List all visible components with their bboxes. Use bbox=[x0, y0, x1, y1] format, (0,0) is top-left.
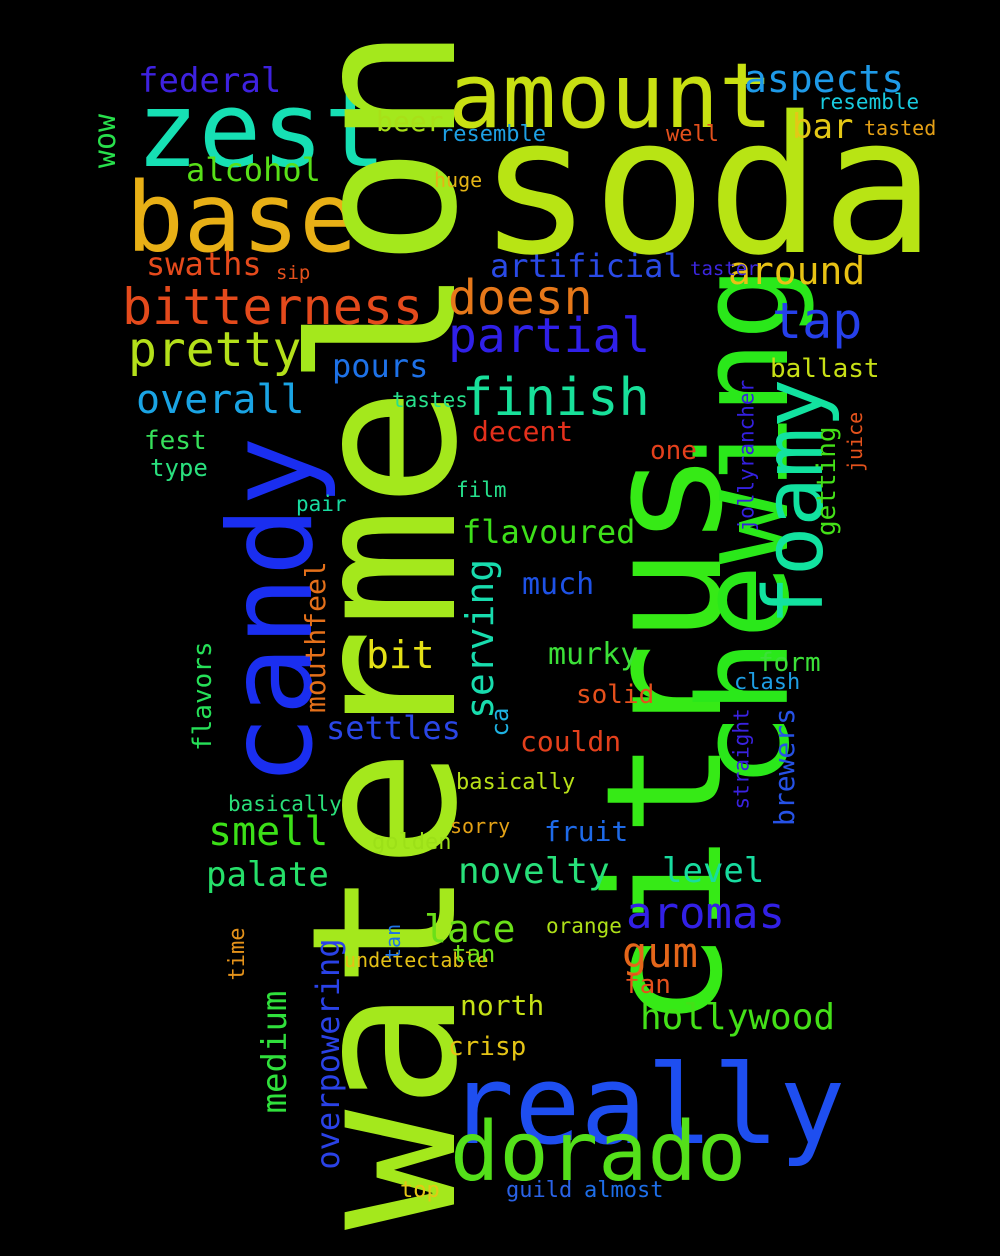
word-wow-main: wow bbox=[88, 113, 123, 169]
word-aromas: level bbox=[662, 851, 765, 891]
word-one: one bbox=[650, 436, 697, 466]
word-bar: bar bbox=[792, 107, 854, 147]
word-resemble: resemble bbox=[818, 90, 920, 114]
word-type: type bbox=[150, 454, 208, 482]
word-disappointing: almost bbox=[584, 1178, 664, 1203]
word-ballast: ballast bbox=[770, 354, 880, 384]
word-dorado: dorado bbox=[450, 1105, 747, 1200]
word-brewers-label: brewers bbox=[768, 708, 801, 827]
word-solid: solid bbox=[576, 680, 655, 710]
word-pair: pair bbox=[296, 492, 347, 516]
word-alcohol: alcohol bbox=[186, 151, 321, 189]
word-sorry: smell bbox=[208, 809, 329, 855]
word-beer: beer bbox=[376, 105, 444, 138]
word-flavoured: flavoured bbox=[462, 513, 636, 551]
word-undetectable: overpowering bbox=[309, 938, 347, 1170]
word-tasted: well bbox=[666, 122, 719, 147]
word-mouthfeel: mouthfeel bbox=[299, 561, 332, 713]
word-murky: murky bbox=[548, 637, 639, 672]
word-artificial: artificial bbox=[490, 247, 683, 285]
word-sip: huge bbox=[434, 168, 483, 192]
word-film: film bbox=[456, 478, 507, 502]
word-really: really bbox=[448, 1041, 846, 1169]
word-novelty: palate bbox=[206, 855, 329, 895]
word-palate: golden bbox=[372, 830, 452, 855]
word-swaths: swaths bbox=[146, 245, 262, 283]
word-drink: guild bbox=[506, 1178, 573, 1203]
word-federal: federal bbox=[138, 61, 282, 101]
word-base: base bbox=[126, 162, 358, 274]
word-doesn: doesn bbox=[448, 270, 593, 326]
word-crisp: hollywood bbox=[640, 997, 836, 1038]
word-finish: finish bbox=[462, 368, 650, 428]
word-clash: clash bbox=[734, 670, 801, 695]
word-amount: amount bbox=[448, 44, 774, 149]
word-basically: basically bbox=[228, 792, 342, 816]
word-huge: tasted bbox=[864, 116, 937, 140]
word-medium: time bbox=[225, 927, 250, 981]
word-tan-vertical-label: tan bbox=[381, 923, 405, 960]
word-bit: bit bbox=[366, 633, 435, 677]
word-level: novelty bbox=[458, 851, 610, 892]
word-settles: settles bbox=[326, 709, 461, 747]
word-bitterness: bitterness bbox=[122, 278, 424, 336]
word-time: orange bbox=[546, 914, 622, 938]
word-serving: serving bbox=[458, 558, 502, 719]
word-taster: sip bbox=[276, 262, 311, 284]
word-aspects: aspects bbox=[744, 57, 905, 101]
word-overall: overall bbox=[136, 377, 305, 423]
word-north: fan bbox=[624, 970, 671, 1000]
word-tap: tap bbox=[772, 292, 863, 350]
word-fruit: sorry bbox=[450, 814, 511, 838]
word-gum: lace bbox=[424, 907, 516, 951]
word-fest: fest bbox=[144, 426, 207, 456]
word-well: resemble bbox=[440, 122, 546, 147]
word-pretty: pretty bbox=[128, 322, 302, 378]
word-jollyrancher: jollyrancher bbox=[734, 379, 759, 532]
word-top: north bbox=[460, 989, 545, 1022]
word-fan: undetectable bbox=[344, 948, 489, 972]
word-partial: partial bbox=[448, 308, 651, 364]
word-around: around bbox=[728, 249, 866, 293]
word-golden: fruit bbox=[544, 815, 629, 848]
word-much: much bbox=[522, 567, 595, 602]
word-straight: straight bbox=[729, 708, 754, 810]
word-sd: taster bbox=[690, 258, 759, 280]
word-juice: juice bbox=[843, 411, 867, 472]
word-couldn: couldn bbox=[520, 725, 622, 758]
word-orange: gum bbox=[622, 928, 698, 977]
word-overpowering: medium bbox=[255, 990, 295, 1114]
word-ca: ca bbox=[486, 707, 514, 737]
word-hollywood: tan bbox=[452, 940, 496, 968]
word-form: form bbox=[758, 648, 821, 678]
word-guild: crisp bbox=[448, 1032, 527, 1062]
word-lace: aromas bbox=[626, 888, 785, 939]
word-decent: decent bbox=[472, 415, 574, 448]
word-zest: zest bbox=[136, 69, 387, 191]
word-tastes: tastes bbox=[392, 388, 468, 412]
word-flavors: flavors bbox=[188, 641, 218, 751]
word-getting: getting bbox=[812, 426, 842, 536]
word-smell: basically bbox=[456, 770, 576, 795]
word-soda: soda bbox=[478, 76, 936, 297]
word-almost: top bbox=[400, 1178, 440, 1203]
word-pours: pours bbox=[332, 347, 429, 385]
